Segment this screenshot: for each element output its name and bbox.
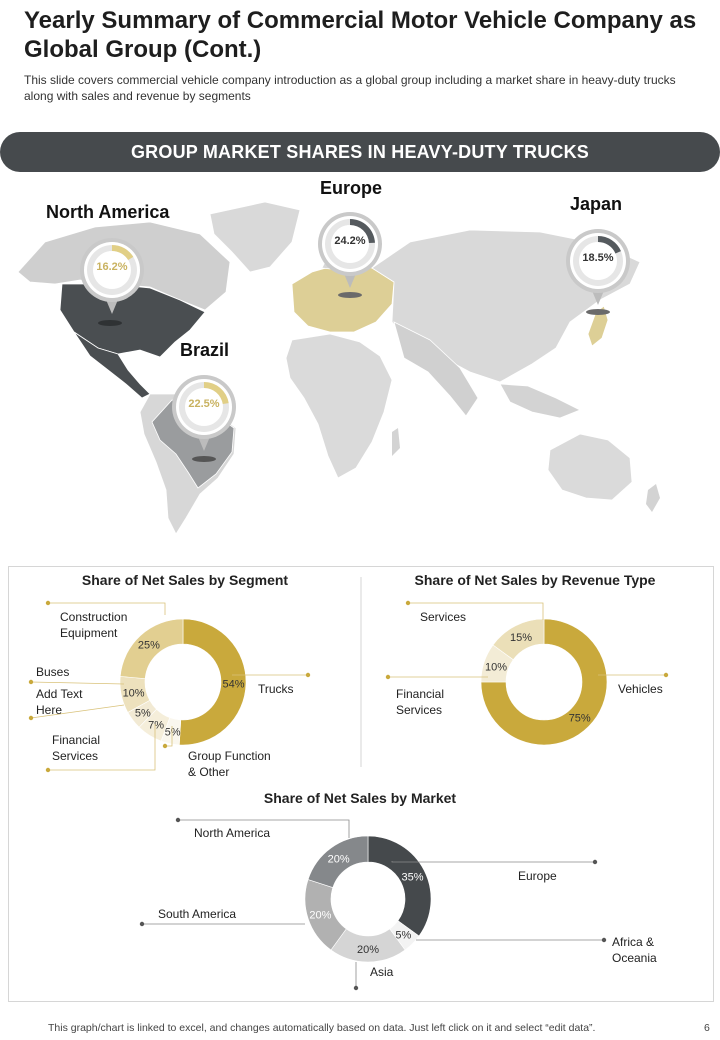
label-financial-services-revenue: Financial Services (396, 687, 445, 717)
label-services: Services (420, 610, 467, 624)
page-subtitle: This slide covers commercial vehicle com… (24, 73, 676, 103)
map-land-australia (547, 433, 633, 501)
map-land-japan (587, 305, 609, 347)
map-pin-brazil: 22.5% (172, 375, 236, 451)
world-map: North America Europe Japan Brazil 16.2% … (0, 172, 720, 557)
map-land-africa (285, 333, 393, 479)
map-land-madagascar (392, 428, 400, 456)
label-vehicles: Vehicles (618, 682, 663, 696)
pin-gauge-fill (112, 245, 134, 261)
label-asia-market: Asia (370, 965, 394, 979)
page-title: Yearly Summary of Commercial Motor Vehic… (24, 7, 697, 63)
map-pin-europe: 24.2% (318, 212, 382, 288)
footer-note: This graph/chart is linked to excel, and… (48, 1022, 596, 1034)
map-pin-graphic (318, 212, 382, 288)
share-value-japan: 18.5% (582, 252, 614, 264)
chart-title-segment: Share of Net Sales by Segment (81, 572, 289, 588)
map-land-new-zealand (646, 484, 660, 512)
chart-title-market: Share of Net Sales by Market (263, 790, 457, 806)
map-pin-japan: 18.5% (566, 229, 630, 305)
panel-divider (360, 577, 362, 767)
pin-gauge-fill (350, 219, 375, 244)
region-label-north-america: North America (46, 202, 170, 222)
pin-gauge-fill (204, 382, 229, 405)
region-label-japan: Japan (570, 194, 623, 214)
label-trucks: Trucks (258, 682, 294, 696)
map-land-southeast-asia (499, 383, 581, 419)
share-value-brazil: 22.5% (188, 398, 220, 410)
page-number: 6 (704, 1022, 710, 1034)
charts-panel (8, 566, 714, 1002)
map-pin-graphic (566, 229, 630, 305)
pin-shadow-japan (586, 309, 610, 315)
section-banner: GROUP MARKET SHARES IN HEAVY-DUTY TRUCKS (0, 132, 720, 172)
label-financial-services-segment: Financial Services (52, 733, 101, 763)
region-label-brazil: Brazil (180, 340, 230, 360)
label-buses: Buses (36, 665, 70, 679)
label-group-function: Group Function & Other (188, 749, 271, 779)
share-value-north-america: 16.2% (96, 261, 128, 273)
label-construction-equipment: Construction Equipment (60, 610, 128, 640)
label-africa-oceania-market: Africa & Oceania (612, 935, 657, 965)
pin-gauge-fill (598, 236, 621, 254)
share-value-europe: 24.2% (334, 235, 366, 247)
map-pin-north-america: 16.2% (80, 238, 144, 314)
chart-title-revenue-type: Share of Net Sales by Revenue Type (414, 572, 656, 588)
label-north-america-market: North America (194, 826, 271, 840)
pin-shadow-north-america (98, 320, 122, 326)
pin-shadow-brazil (192, 456, 216, 462)
map-pin-graphic (172, 375, 236, 451)
label-south-america-market: South America (158, 907, 237, 921)
label-europe-market: Europe (518, 869, 557, 883)
pin-shadow-europe (338, 292, 362, 298)
map-land-south-asia (393, 321, 479, 417)
region-label-europe: Europe (320, 178, 383, 198)
map-pin-graphic (80, 238, 144, 314)
map-land-greenland (209, 201, 301, 273)
label-add-text-here: Add Text Here (36, 687, 83, 717)
